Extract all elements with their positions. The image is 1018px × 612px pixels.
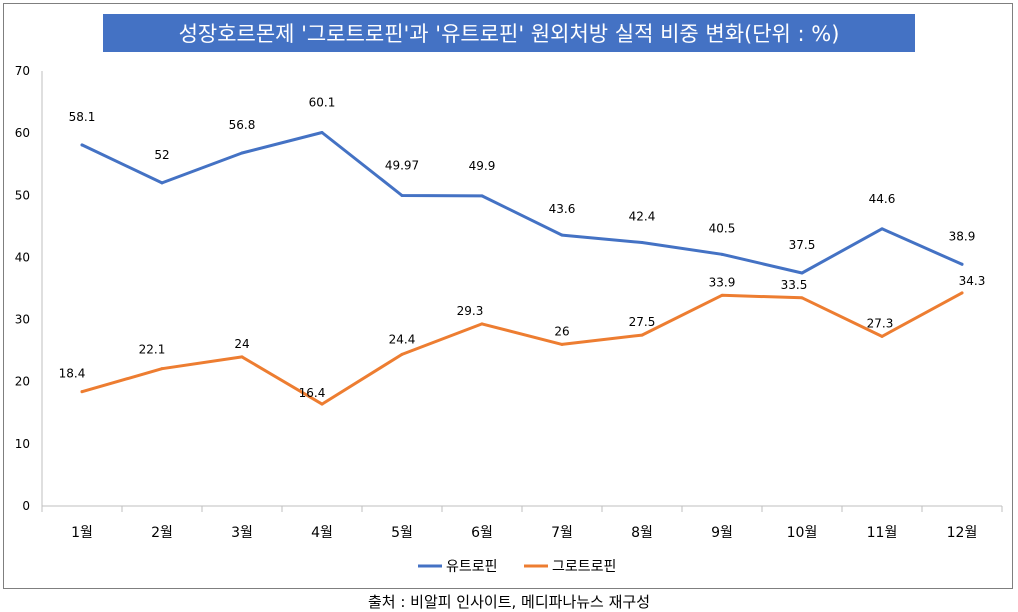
data-point xyxy=(560,342,564,346)
data-label: 42.4 xyxy=(629,210,656,224)
data-label: 40.5 xyxy=(709,221,736,235)
y-tick-label: 40 xyxy=(15,250,30,264)
data-point xyxy=(480,322,484,326)
y-tick-label: 70 xyxy=(15,64,30,78)
data-point xyxy=(960,262,964,266)
data-label: 27.5 xyxy=(629,315,656,329)
data-point xyxy=(320,131,324,135)
data-point xyxy=(240,151,244,155)
data-label: 52 xyxy=(154,148,169,162)
data-label: 27.3 xyxy=(867,316,894,330)
x-tick-label: 12월 xyxy=(947,525,978,541)
chart-legend: 유트로핀 그로트로핀 xyxy=(418,559,616,575)
y-tick-label: 0 xyxy=(22,499,30,513)
data-label: 34.3 xyxy=(959,274,986,288)
data-point xyxy=(640,333,644,337)
data-label: 26 xyxy=(554,324,569,338)
data-label: 24 xyxy=(234,337,249,351)
data-point xyxy=(480,194,484,198)
data-label: 49.97 xyxy=(385,158,419,172)
y-tick-label: 20 xyxy=(15,375,30,389)
data-label: 33.9 xyxy=(709,275,736,289)
chart-title: 성장호르몬제 '그로트로핀'과 '유트로핀' 원외처방 실적 비중 변화(단위 … xyxy=(103,14,915,52)
legend-label-2: 그로트로핀 xyxy=(552,559,616,575)
data-point xyxy=(400,193,404,197)
data-label: 33.5 xyxy=(781,278,808,292)
x-tick-label: 2월 xyxy=(151,525,173,541)
data-point xyxy=(720,293,724,297)
x-tick-label: 10월 xyxy=(787,525,818,541)
x-tick-label: 1월 xyxy=(71,525,93,541)
data-point xyxy=(80,390,84,394)
data-point xyxy=(960,291,964,295)
legend-label-1: 유트로핀 xyxy=(446,559,498,575)
data-point xyxy=(560,233,564,237)
y-tick-label: 50 xyxy=(15,188,30,202)
data-point xyxy=(720,252,724,256)
x-tick-label: 8월 xyxy=(631,525,653,541)
x-tick-label: 9월 xyxy=(711,525,733,541)
data-point xyxy=(800,271,804,275)
series-line-2 xyxy=(80,291,964,406)
data-label: 60.1 xyxy=(309,96,336,110)
data-label: 24.4 xyxy=(389,332,416,346)
data-point xyxy=(880,334,884,338)
x-tick-label: 5월 xyxy=(391,525,413,541)
x-tick-label: 11월 xyxy=(867,525,898,541)
data-point xyxy=(160,181,164,185)
y-tick-label: 30 xyxy=(15,313,30,327)
y-tick-label: 10 xyxy=(15,437,30,451)
x-tick-label: 7월 xyxy=(551,525,573,541)
data-point xyxy=(400,352,404,356)
data-labels: 58.1 52 56.8 60.1 49.97 49.9 43.6 42.4 40.5 37.5 4… xyxy=(59,96,986,401)
data-label: 56.8 xyxy=(229,118,256,132)
source-note: 출처 : 비알피 인사이트, 메디파나뉴스 재구성 xyxy=(367,593,651,611)
data-label: 58.1 xyxy=(69,110,96,124)
data-point xyxy=(640,241,644,245)
chart-frame xyxy=(3,3,1013,589)
series-layer xyxy=(80,131,964,406)
data-label: 38.9 xyxy=(949,229,976,243)
data-label: 29.3 xyxy=(457,304,484,318)
x-tick-label: 6월 xyxy=(471,525,493,541)
data-label: 18.4 xyxy=(59,367,86,381)
data-point xyxy=(880,227,884,231)
x-tick-label: 4월 xyxy=(311,525,333,541)
line-chart: 0 10 20 30 40 50 60 70 1월 2월 3월 4월 5월 6월 7월 8월 9월 10월 11월 1… xyxy=(15,64,1003,575)
data-label: 49.9 xyxy=(469,159,496,173)
data-label: 16.4 xyxy=(299,386,326,400)
y-tick-label: 60 xyxy=(15,126,30,140)
data-point xyxy=(80,143,84,147)
series-line-1 xyxy=(80,131,964,275)
data-label: 44.6 xyxy=(869,192,896,206)
data-label: 22.1 xyxy=(139,343,166,357)
data-point xyxy=(160,367,164,371)
chart-axes: 0 10 20 30 40 50 60 70 1월 2월 3월 4월 5월 6월 7월 8월 9월 10월 11월 1… xyxy=(15,64,1003,541)
x-tick-label: 3월 xyxy=(231,525,253,541)
data-point xyxy=(240,355,244,359)
data-label: 43.6 xyxy=(549,202,576,216)
data-point xyxy=(320,402,324,406)
data-label: 37.5 xyxy=(789,238,816,252)
data-point xyxy=(800,296,804,300)
